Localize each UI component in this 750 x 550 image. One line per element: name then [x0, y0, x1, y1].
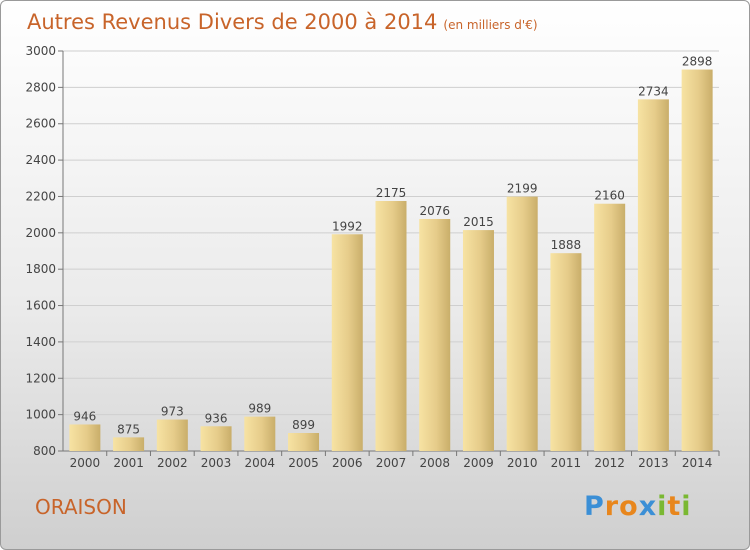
logo-letter: r [604, 491, 620, 522]
logo-letter: P [584, 491, 605, 522]
data-label: 946 [73, 409, 96, 423]
y-tick-label: 2800 [25, 80, 56, 94]
data-label: 2160 [594, 189, 625, 203]
y-tick-label: 3000 [25, 44, 56, 58]
x-tick-label: 2006 [332, 456, 363, 470]
x-tick-label: 2008 [419, 456, 450, 470]
bar [244, 416, 276, 451]
x-tick-label: 2005 [288, 456, 319, 470]
bar [637, 99, 669, 451]
y-tick-label: 1400 [25, 335, 56, 349]
x-tick-label: 2009 [463, 456, 494, 470]
x-tick-label: 2010 [507, 456, 538, 470]
proxiti-logo: Proxiti [584, 491, 692, 522]
data-label: 936 [205, 411, 228, 425]
x-tick-label: 2007 [376, 456, 407, 470]
bar [375, 201, 407, 451]
y-tick-label: 1200 [25, 371, 56, 385]
data-label: 2898 [682, 55, 713, 69]
x-tick-label: 2004 [245, 456, 276, 470]
x-tick-label: 2012 [594, 456, 625, 470]
logo-letter: o [619, 491, 639, 522]
y-tick-label: 2400 [25, 153, 56, 167]
x-tick-label: 2011 [551, 456, 582, 470]
bar [462, 230, 494, 451]
x-tick-label: 2001 [113, 456, 144, 470]
x-tick-label: 2013 [638, 456, 669, 470]
bar [550, 253, 582, 451]
logo-letter: x [638, 491, 658, 522]
data-label: 899 [292, 418, 315, 432]
data-label: 989 [248, 402, 271, 416]
title-unit: (en milliers d'€) [443, 18, 538, 32]
y-tick-label: 1600 [25, 299, 56, 313]
bar [69, 424, 101, 451]
bar [419, 219, 451, 451]
logo-letter: i [681, 491, 692, 522]
data-label: 875 [117, 422, 140, 436]
bar [156, 419, 188, 451]
bar [681, 69, 713, 451]
y-tick-label: 1800 [25, 262, 56, 276]
bars [69, 69, 713, 451]
data-label: 2734 [638, 84, 669, 98]
bar [200, 426, 232, 451]
data-label: 2076 [419, 204, 450, 218]
data-label: 2199 [507, 182, 538, 196]
x-tick-label: 2000 [70, 456, 101, 470]
y-tick-label: 2200 [25, 189, 56, 203]
data-label: 1992 [332, 219, 363, 233]
data-label: 1888 [551, 238, 582, 252]
logo-letter: t [667, 491, 682, 522]
data-label: 973 [161, 405, 184, 419]
y-tick-label: 1000 [25, 408, 56, 422]
y-tick-label: 2600 [25, 117, 56, 131]
bar [594, 203, 626, 451]
x-tick-label: 2003 [201, 456, 232, 470]
y-tick-label: 2000 [25, 226, 56, 240]
data-labels: 946 875 973 936 989 899 1992 2175 2076 2015 2199 18… [73, 55, 712, 437]
logo-letter: i [657, 491, 668, 522]
x-tick-label: 2002 [157, 456, 188, 470]
y-tick-label: 800 [33, 444, 56, 458]
chart-title: Autres Revenus Divers de 2000 à 2014 (en … [27, 10, 538, 34]
x-tick-label: 2014 [682, 456, 713, 470]
data-label: 2015 [463, 215, 494, 229]
bar [506, 196, 538, 451]
bar [288, 433, 320, 451]
commune-name: ORAISON [35, 495, 127, 519]
bar [331, 234, 363, 451]
title-main: Autres Revenus Divers de 2000 à 2014 [27, 10, 438, 34]
data-label: 2175 [376, 186, 407, 200]
bar [113, 437, 145, 451]
